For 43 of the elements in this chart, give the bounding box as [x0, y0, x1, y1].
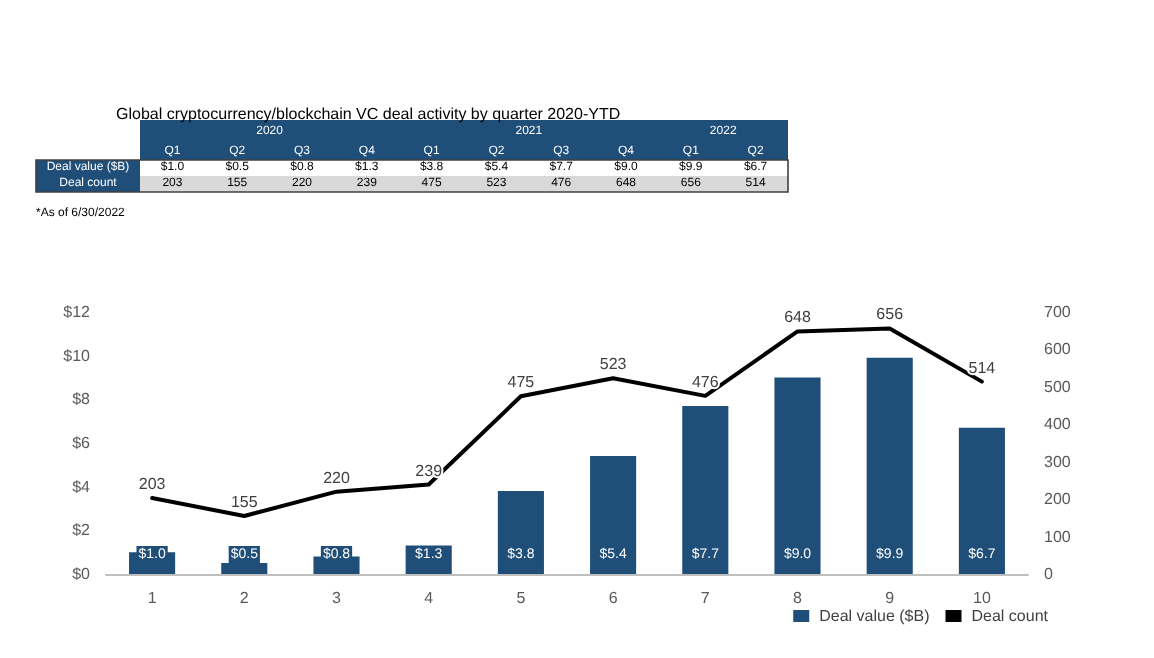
y2-tick-label: 600 — [1044, 340, 1072, 359]
data-label: 155 — [230, 492, 259, 511]
legend-label: Deal count — [971, 607, 1050, 625]
chart-title: Global cryptocurrency/blockchain VC deal activity by quarter 2020-YTD — [116, 105, 621, 123]
bar — [774, 377, 821, 574]
data-label: 203 — [138, 475, 167, 494]
bar — [682, 405, 729, 574]
x-tick-label: 4 — [424, 589, 435, 607]
bar — [866, 357, 913, 574]
y2-tick-label: 200 — [1044, 490, 1072, 509]
x-tick-label: 5 — [516, 589, 527, 607]
x-tick-label: 8 — [793, 589, 804, 607]
x-tick-label: 6 — [608, 589, 619, 607]
data-label: 239 — [415, 461, 444, 480]
y-tick-label: $2 — [72, 521, 92, 540]
data-label: 514 — [968, 358, 997, 377]
data-label: 475 — [507, 373, 536, 392]
data-label: 523 — [599, 355, 628, 374]
data-label: 656 — [876, 305, 905, 324]
bar — [958, 427, 1005, 574]
x-tick-label: 1 — [147, 589, 158, 607]
x-tick-label: 7 — [700, 589, 711, 607]
y2-tick-label: 0 — [1044, 565, 1054, 583]
x-tick-label: 9 — [885, 589, 896, 607]
bar — [590, 456, 637, 574]
data-label: 648 — [784, 308, 812, 327]
y-tick-label: $0 — [72, 565, 92, 583]
y-tick-label: $10 — [63, 346, 92, 365]
y2-tick-label: 100 — [1044, 527, 1072, 546]
y2-tick-label: 500 — [1044, 377, 1072, 396]
y-tick-label: $6 — [72, 434, 92, 452]
data-label: 220 — [323, 468, 351, 487]
x-tick-label: 3 — [332, 589, 343, 607]
y2-tick-label: 300 — [1044, 452, 1072, 471]
y2-tick-label: 700 — [1044, 303, 1072, 321]
y-tick-label: $8 — [72, 390, 92, 409]
y-tick-label: $12 — [63, 303, 92, 321]
x-tick-label: 2 — [239, 589, 250, 607]
y2-tick-label: 400 — [1044, 415, 1072, 434]
legend-label: Deal value ($B) — [819, 607, 931, 625]
x-tick-label: 10 — [972, 589, 992, 607]
data-label: 476 — [691, 372, 720, 391]
y-tick-label: $4 — [72, 477, 92, 496]
